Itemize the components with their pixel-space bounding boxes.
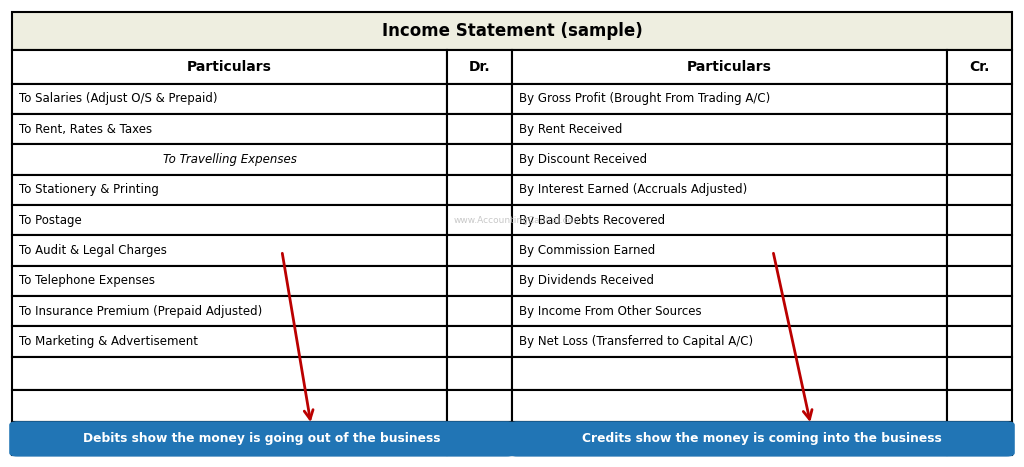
Text: Credits show the money is coming into the business: Credits show the money is coming into th…	[582, 432, 942, 446]
Bar	[447, 205, 512, 235]
Bar	[512, 296, 947, 326]
Text: To Telephone Expenses: To Telephone Expenses	[19, 275, 156, 287]
Text: To Insurance Premium (Prepaid Adjusted): To Insurance Premium (Prepaid Adjusted)	[19, 305, 263, 318]
Text: By Interest Earned (Accruals Adjusted): By Interest Earned (Accruals Adjusted)	[519, 184, 748, 196]
Bar	[447, 144, 512, 175]
Bar	[12, 50, 447, 84]
Bar	[447, 423, 512, 455]
Text: To Postage: To Postage	[19, 214, 82, 226]
Bar	[12, 205, 447, 235]
Bar	[947, 84, 1012, 114]
Bar	[447, 266, 512, 296]
Bar	[12, 144, 447, 175]
Text: By Bad Debts Recovered: By Bad Debts Recovered	[519, 214, 666, 226]
Bar	[12, 389, 447, 423]
Bar	[947, 235, 1012, 266]
Text: To Travelling Expenses: To Travelling Expenses	[163, 153, 297, 166]
Text: By Gross Profit (Brought From Trading A/C): By Gross Profit (Brought From Trading A/…	[519, 92, 770, 105]
Bar	[512, 175, 947, 205]
Text: By Dividends Received: By Dividends Received	[519, 275, 654, 287]
Bar	[447, 357, 512, 389]
Text: To Audit & Legal Charges: To Audit & Legal Charges	[19, 244, 167, 257]
Bar	[512, 114, 947, 144]
Bar	[512, 144, 947, 175]
Bar	[447, 114, 512, 144]
Bar	[947, 389, 1012, 423]
Bar	[512, 235, 947, 266]
Bar	[12, 175, 447, 205]
Text: By Commission Earned: By Commission Earned	[519, 244, 655, 257]
Bar	[947, 326, 1012, 357]
Bar	[512, 326, 947, 357]
Bar	[12, 296, 447, 326]
Bar	[447, 235, 512, 266]
Text: Dr.: Dr.	[469, 60, 490, 74]
Text: Debits show the money is going out of the business: Debits show the money is going out of th…	[83, 432, 441, 446]
Text: By Income From Other Sources: By Income From Other Sources	[519, 305, 701, 318]
Bar	[512, 423, 947, 455]
Bar	[12, 423, 447, 455]
Text: By Net Loss (Transferred to Capital A/C): By Net Loss (Transferred to Capital A/C)	[519, 335, 754, 348]
Bar	[512, 205, 947, 235]
Bar	[947, 357, 1012, 389]
Bar	[512, 266, 947, 296]
Bar	[447, 389, 512, 423]
Text: Income Statement (sample): Income Statement (sample)	[382, 22, 642, 40]
Bar	[12, 84, 447, 114]
Bar	[947, 144, 1012, 175]
FancyBboxPatch shape	[9, 421, 515, 457]
Bar	[12, 235, 447, 266]
Text: To Stationery & Printing: To Stationery & Printing	[19, 184, 160, 196]
Bar	[12, 114, 447, 144]
Bar	[12, 12, 1012, 50]
Bar	[947, 175, 1012, 205]
Bar	[947, 296, 1012, 326]
Bar	[947, 50, 1012, 84]
Bar	[512, 357, 947, 389]
Text: To Rent, Rates & Taxes: To Rent, Rates & Taxes	[19, 123, 153, 135]
Bar	[947, 266, 1012, 296]
Text: By Rent Received: By Rent Received	[519, 123, 623, 135]
FancyBboxPatch shape	[509, 421, 1015, 457]
Bar	[512, 84, 947, 114]
Bar	[512, 50, 947, 84]
Text: Particulars: Particulars	[187, 60, 272, 74]
Bar	[12, 357, 447, 389]
Bar	[447, 84, 512, 114]
Bar	[447, 296, 512, 326]
Text: Particulars: Particulars	[687, 60, 772, 74]
Bar	[447, 326, 512, 357]
Bar	[947, 423, 1012, 455]
Bar	[447, 175, 512, 205]
Text: To Marketing & Advertisement: To Marketing & Advertisement	[19, 335, 199, 348]
Bar	[447, 50, 512, 84]
Text: To Salaries (Adjust O/S & Prepaid): To Salaries (Adjust O/S & Prepaid)	[19, 92, 218, 105]
Bar	[947, 205, 1012, 235]
Bar	[12, 326, 447, 357]
Bar	[512, 389, 947, 423]
Text: Cr.: Cr.	[969, 60, 989, 74]
Text: By Discount Received: By Discount Received	[519, 153, 647, 166]
Text: www.AccountingCapital.com: www.AccountingCapital.com	[454, 216, 583, 225]
Bar	[947, 114, 1012, 144]
Bar	[12, 266, 447, 296]
